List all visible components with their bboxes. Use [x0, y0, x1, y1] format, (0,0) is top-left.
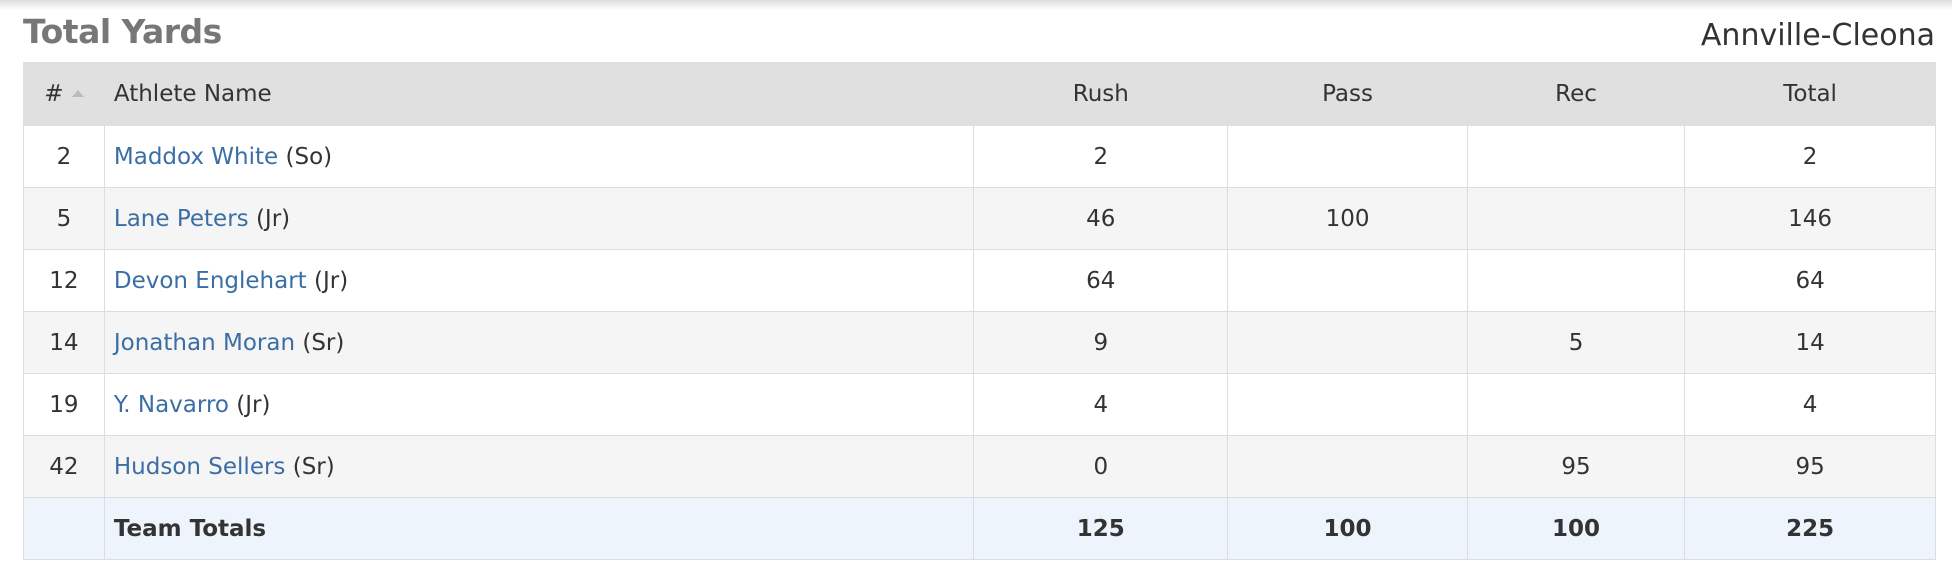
team-totals-label: Team Totals	[103, 497, 975, 560]
column-header-number[interactable]: #	[23, 62, 105, 126]
total-yards: 95	[1684, 435, 1936, 498]
pass-yards	[1227, 125, 1468, 188]
class-year: (Sr)	[302, 329, 345, 356]
pass-yards	[1227, 373, 1468, 436]
total-yards: 2	[1684, 125, 1936, 188]
total-rush: 125	[973, 497, 1229, 560]
pass-yards	[1227, 311, 1468, 374]
jersey-number: 14	[23, 311, 105, 374]
class-year: (Sr)	[292, 453, 335, 480]
stats-table: # Athlete Name Rush Pass Rec Total 2 Mad…	[23, 62, 1936, 560]
rush-yards: 4	[973, 373, 1229, 436]
jersey-number: 12	[23, 249, 105, 312]
total-yards: 64	[1684, 249, 1936, 312]
sort-ascending-icon	[71, 90, 84, 97]
total-yards: 4	[1684, 373, 1936, 436]
class-year: (So)	[285, 143, 333, 170]
page-title: Total Yards	[23, 12, 222, 51]
athlete-cell: Hudson Sellers (Sr)	[103, 435, 975, 498]
athlete-link[interactable]: Y. Navarro	[113, 391, 229, 418]
jersey-number: 5	[23, 187, 105, 250]
pass-yards: 100	[1227, 187, 1468, 250]
class-year: (Jr)	[236, 391, 271, 418]
rec-yards	[1466, 125, 1686, 188]
athlete-link[interactable]: Hudson Sellers	[113, 453, 286, 480]
rush-yards: 64	[973, 249, 1229, 312]
rec-yards	[1466, 249, 1686, 312]
rec-yards: 5	[1466, 311, 1686, 374]
team-name: Annville-Cleona	[1700, 18, 1935, 53]
grand-total: 225	[1684, 497, 1936, 560]
athlete-cell: Y. Navarro (Jr)	[103, 373, 975, 436]
column-header-pass[interactable]: Pass	[1227, 62, 1468, 126]
jersey-number: 19	[23, 373, 105, 436]
total-pass: 100	[1227, 497, 1468, 560]
athlete-link[interactable]: Lane Peters	[113, 205, 249, 232]
table-body: 2 Maddox White (So) 2 2 5 Lane Peters (J…	[23, 125, 1936, 498]
jersey-number: 42	[23, 435, 105, 498]
athlete-cell: Devon Englehart (Jr)	[103, 249, 975, 312]
column-header-total[interactable]: Total	[1684, 62, 1936, 126]
table-row: 19 Y. Navarro (Jr) 4 4	[23, 373, 1936, 436]
jersey-number: 2	[23, 125, 105, 188]
table-footer: Team Totals 125 100 100 225	[23, 497, 1936, 560]
athlete-cell: Lane Peters (Jr)	[103, 187, 975, 250]
column-header-athlete-name[interactable]: Athlete Name	[103, 62, 975, 126]
rec-yards: 95	[1466, 435, 1686, 498]
pass-yards	[1227, 249, 1468, 312]
table-row: 2 Maddox White (So) 2 2	[23, 125, 1936, 188]
table-row: 5 Lane Peters (Jr) 46 100 146	[23, 187, 1936, 250]
table-row: 14 Jonathan Moran (Sr) 9 5 14	[23, 311, 1936, 374]
rec-yards	[1466, 187, 1686, 250]
rec-yards	[1466, 373, 1686, 436]
rush-yards: 9	[973, 311, 1229, 374]
athlete-link[interactable]: Devon Englehart	[113, 267, 307, 294]
team-totals-row: Team Totals 125 100 100 225	[23, 497, 1936, 560]
athlete-link[interactable]: Jonathan Moran	[113, 329, 296, 356]
rush-yards: 2	[973, 125, 1229, 188]
column-header-rush[interactable]: Rush	[973, 62, 1229, 126]
table-row: 12 Devon Englehart (Jr) 64 64	[23, 249, 1936, 312]
total-yards: 14	[1684, 311, 1936, 374]
athlete-link[interactable]: Maddox White	[113, 143, 279, 170]
rush-yards: 0	[973, 435, 1229, 498]
total-yards: 146	[1684, 187, 1936, 250]
class-year: (Jr)	[255, 205, 291, 232]
rush-yards: 46	[973, 187, 1229, 250]
class-year: (Jr)	[314, 267, 349, 294]
column-header-rec[interactable]: Rec	[1466, 62, 1686, 126]
athlete-cell: Jonathan Moran (Sr)	[103, 311, 975, 374]
table-header: # Athlete Name Rush Pass Rec Total	[23, 62, 1936, 126]
table-row: 42 Hudson Sellers (Sr) 0 95 95	[23, 435, 1936, 498]
pass-yards	[1227, 435, 1468, 498]
totals-number-blank	[23, 497, 105, 560]
total-rec: 100	[1466, 497, 1686, 560]
athlete-cell: Maddox White (So)	[103, 125, 975, 188]
top-shadow	[0, 0, 1952, 10]
